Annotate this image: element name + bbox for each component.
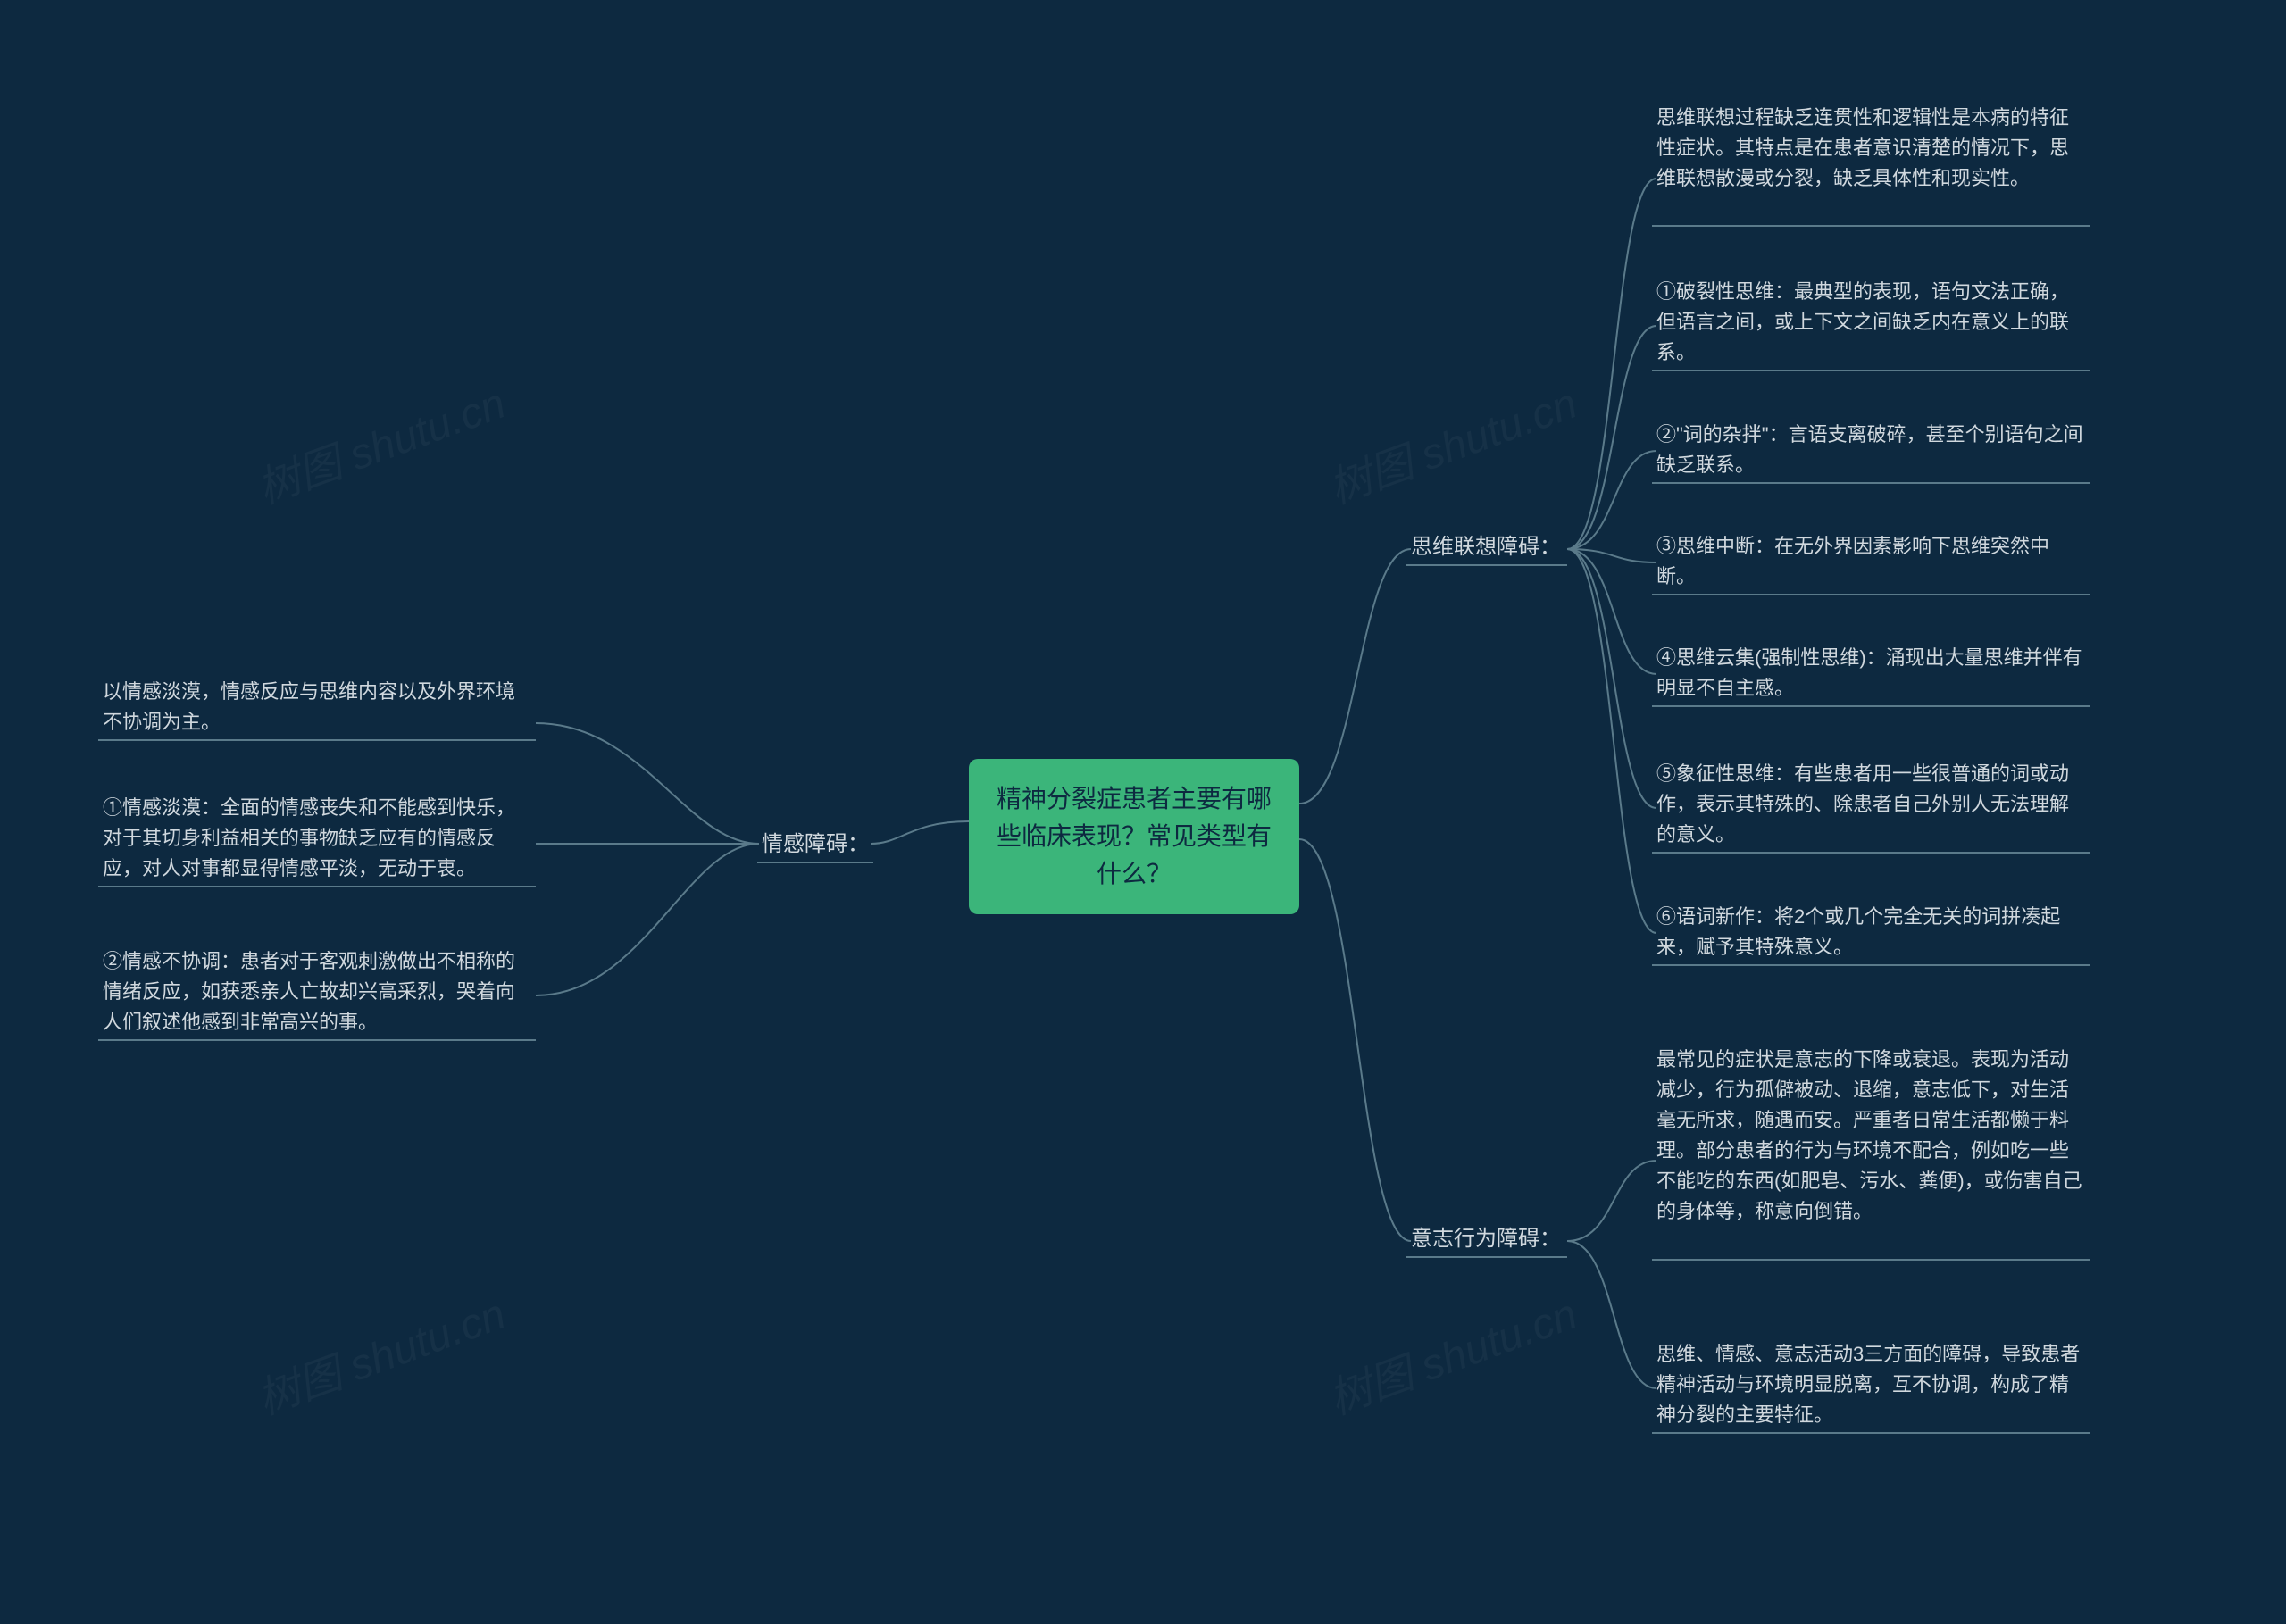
leaf-emotion-1: ①情感淡漠：全面的情感丧失和不能感到快乐，对于其切身利益相关的事物缺乏应有的情感… <box>103 793 531 884</box>
leaf-underline <box>1652 852 2090 854</box>
branch-left-emotion: 情感障碍： <box>762 829 869 861</box>
leaf-thought-1: ①破裂性思维：最典型的表现，语句文法正确，但语言之间，或上下文之间缺乏内在意义上… <box>1656 277 2085 368</box>
leaf-underline <box>1652 594 2090 595</box>
branch-right-volition: 意志行为障碍： <box>1411 1223 1561 1255</box>
leaf-underline <box>98 1039 536 1041</box>
watermark: 树图 shutu.cn <box>247 368 513 515</box>
branch-underline <box>1406 1256 1567 1258</box>
branch-underline <box>757 862 873 863</box>
leaf-emotion-0: 以情感淡漠，情感反应与思维内容以及外界环境不协调为主。 <box>103 677 531 737</box>
watermark: 树图 shutu.cn <box>1319 368 1584 515</box>
leaf-underline <box>1652 705 2090 707</box>
watermark: 树图 shutu.cn <box>1319 1278 1584 1426</box>
leaf-volition-0: 最常见的症状是意志的下降或衰退。表现为活动减少，行为孤僻被动、退缩，意志低下，对… <box>1656 1045 2085 1228</box>
leaf-underline <box>1652 1432 2090 1434</box>
leaf-underline <box>1652 1259 2090 1261</box>
center-node: 精神分裂症患者主要有哪些临床表现？常见类型有什么？ <box>969 759 1299 914</box>
leaf-underline <box>98 886 536 887</box>
leaf-emotion-2: ②情感不协调：患者对于客观刺激做出不相称的情绪反应，如获悉亲人亡故却兴高采烈，哭… <box>103 946 531 1037</box>
leaf-thought-6: ⑥语词新作：将2个或几个完全无关的词拼凑起来，赋予其特殊意义。 <box>1656 902 2085 962</box>
leaf-thought-4: ④思维云集(强制性思维)：涌现出大量思维并伴有明显不自主感。 <box>1656 643 2085 704</box>
leaf-underline <box>98 739 536 741</box>
watermark: 树图 shutu.cn <box>247 1278 513 1426</box>
leaf-thought-5: ⑤象征性思维：有些患者用一些很普通的词或动作，表示其特殊的、除患者自己外别人无法… <box>1656 759 2085 850</box>
leaf-thought-3: ③思维中断：在无外界因素影响下思维突然中断。 <box>1656 531 2085 592</box>
leaf-thought-0: 思维联想过程缺乏连贯性和逻辑性是本病的特征性症状。其特点是在患者意识清楚的情况下… <box>1656 103 2085 194</box>
branch-right-thought: 思维联想障碍： <box>1411 531 1561 563</box>
leaf-underline <box>1652 964 2090 966</box>
leaf-underline <box>1652 482 2090 484</box>
leaf-volition-1: 思维、情感、意志活动3三方面的障碍，导致患者精神活动与环境明显脱离，互不协调，构… <box>1656 1339 2085 1430</box>
branch-underline <box>1406 564 1567 566</box>
leaf-underline <box>1652 225 2090 227</box>
leaf-underline <box>1652 370 2090 371</box>
leaf-thought-2: ②"词的杂拌"：言语支离破碎，甚至个别语句之间缺乏联系。 <box>1656 420 2085 480</box>
